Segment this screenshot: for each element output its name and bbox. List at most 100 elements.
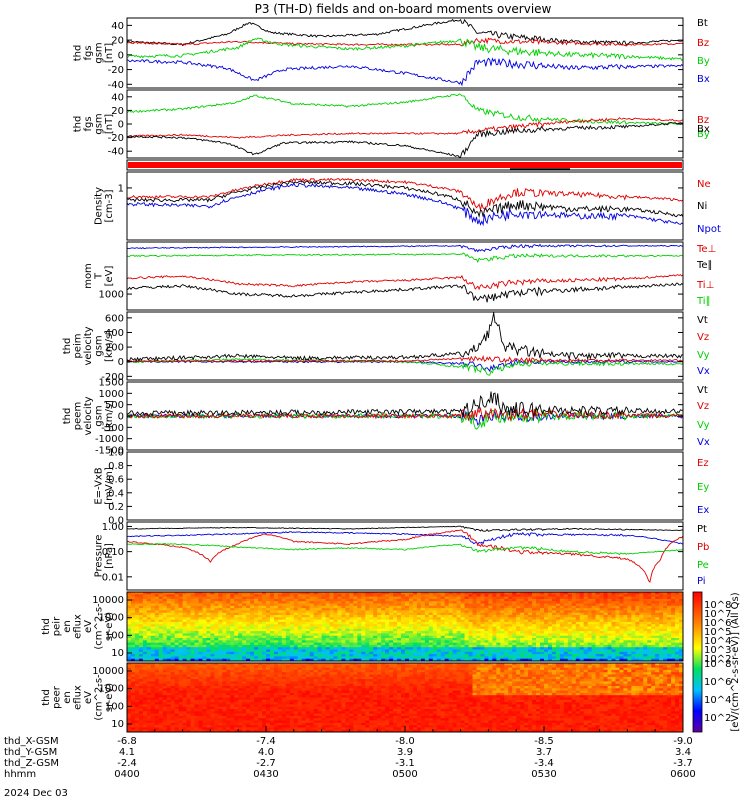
ylabel-line: [km/s]	[104, 400, 115, 432]
legend-By: By	[697, 129, 710, 140]
ytick-label: 500	[105, 400, 124, 411]
footer-row-label: thd_Y-GSM	[4, 747, 57, 758]
colorbar-tick: 10^8	[704, 600, 731, 611]
footer-value: 0430	[253, 769, 278, 780]
ytick-label: 0	[118, 120, 124, 131]
footer-value: 3.7	[536, 747, 552, 758]
panel-p1: 40 20 0 -20 -40 Bt Bz By Bx thd fgs gsm [nT]	[73, 17, 710, 91]
footer-value: -8.5	[534, 736, 554, 747]
series-Vt	[127, 312, 683, 362]
legend-Pb: Pb	[697, 542, 709, 553]
footer-row-label: thd_X-GSM	[4, 736, 59, 747]
ytick-label: 1.0	[108, 448, 124, 459]
ytick-label: -20	[108, 133, 124, 144]
series-Ti⊥	[127, 243, 683, 253]
ytick-label: 0.01	[102, 572, 124, 583]
legend-Vy: Vy	[697, 420, 710, 431]
colorbar-tick: 10^6	[704, 677, 731, 688]
legend-Vz: Vz	[697, 401, 709, 412]
colorbar-tick: 10^7	[704, 609, 731, 620]
ylabel-line: fgs	[83, 116, 94, 131]
ylabel-line: E=-VxB	[94, 467, 105, 504]
ylabel-line: (cm^2-s-	[94, 603, 105, 650]
colorbar-tick: 10^4	[704, 636, 731, 647]
footer-value: -2.7	[256, 758, 276, 769]
ytick-label: 1000	[99, 684, 124, 695]
series-Pi	[127, 531, 683, 545]
ylabel-line: gsm	[94, 42, 105, 63]
legend-Ni: Ni	[697, 201, 707, 212]
legend-Npot: Npot	[697, 224, 721, 235]
ylabel-line: thd	[62, 408, 73, 425]
ylabel-line: gsm	[94, 405, 105, 426]
ytick-label: 100	[105, 701, 124, 712]
series-Vt	[127, 391, 683, 418]
series-Pe	[127, 543, 683, 556]
legend-Bz: Bz	[697, 115, 709, 126]
ylabel-line: eV	[83, 620, 94, 633]
legend-Vy: Vy	[697, 350, 710, 361]
ytick-label: -40	[108, 147, 124, 158]
legend-Ez: Ez	[697, 458, 709, 469]
legend-Bx: Bx	[697, 74, 710, 85]
footer-value: -6.8	[117, 736, 137, 747]
footer-value: -3.1	[395, 758, 415, 769]
colorbar-tick: 10^3	[704, 645, 731, 656]
quality-flag-bar	[128, 162, 682, 168]
ylabel-line: peem	[73, 402, 84, 430]
ylabel-line: gsm	[94, 113, 105, 134]
footer-value: 0500	[392, 769, 417, 780]
ylabel-line: eflux	[73, 685, 84, 710]
ylabel-line: [nPa]	[104, 543, 115, 569]
panel-p5: 1000 Te⊥ Te∥ Ti⊥ Ti∥ mom T [eV]	[83, 241, 716, 311]
ytick-label: 0.8	[108, 461, 124, 472]
colorbar-tick: 10^8	[704, 659, 731, 670]
ytick-label: 20	[111, 106, 124, 117]
series-Bx	[127, 57, 683, 87]
footer-value: 3.9	[397, 747, 413, 758]
series-Pb	[127, 529, 683, 583]
panel-p9: 1.00 0.10 0.01 Pt Pb Pe Pi Pressure [nPa]	[94, 521, 709, 591]
legend-Te∥: Te∥	[696, 260, 713, 271]
footer-value: -3.7	[673, 758, 693, 769]
ylabel-line: [cm-3]	[104, 189, 115, 222]
ylabel-line: [mV/m]	[104, 467, 115, 505]
series-Te⊥	[127, 274, 683, 291]
colorbar-tick: 10^6	[704, 618, 731, 629]
ytick-label: 200	[105, 343, 124, 354]
ytick-label: 1500	[99, 378, 124, 389]
ytick-label: 1000	[99, 290, 124, 301]
legend-Pt: Pt	[697, 524, 707, 535]
legend-Pe: Pe	[697, 560, 709, 571]
ylabel-line: Pressure	[94, 535, 105, 578]
legend-Ti⊥: Ti⊥	[696, 280, 714, 291]
ytick-label: 0.0	[108, 516, 124, 527]
legend-Ey: Ey	[697, 482, 709, 493]
legend-Bt: Bt	[697, 18, 708, 29]
ylabel-line: en	[62, 620, 73, 633]
series-Bz	[127, 117, 683, 139]
ytick-label: -1500	[95, 446, 124, 457]
ylabel-line: [eV]	[104, 266, 115, 287]
ytick-label: 10000	[92, 666, 124, 677]
ytick-label: 1.00	[102, 522, 124, 533]
legend-Ti∥: Ti∥	[696, 296, 711, 307]
ytick-label: 0.2	[108, 502, 124, 513]
ytick-label: 600	[105, 313, 124, 324]
panel-p11: 10000 1000 100 10 thd peer en eflux eV (cm^2-s-sr…	[41, 662, 684, 733]
ytick-label: 0.4	[108, 488, 124, 499]
series-Ne	[127, 177, 683, 211]
footer-value: -8.0	[395, 736, 415, 747]
footer-value: 0400	[114, 769, 139, 780]
legend-Bx: Bx	[697, 124, 710, 135]
footer-value: -3.4	[534, 758, 554, 769]
ytick-label: 100	[105, 630, 124, 641]
ylabel-line: thd	[41, 618, 52, 635]
date-label: 2024 Dec 03	[4, 788, 68, 799]
ylabel-line: peim	[73, 333, 84, 358]
ytick-label: -200	[101, 372, 124, 383]
legend-Ne: Ne	[697, 179, 711, 190]
